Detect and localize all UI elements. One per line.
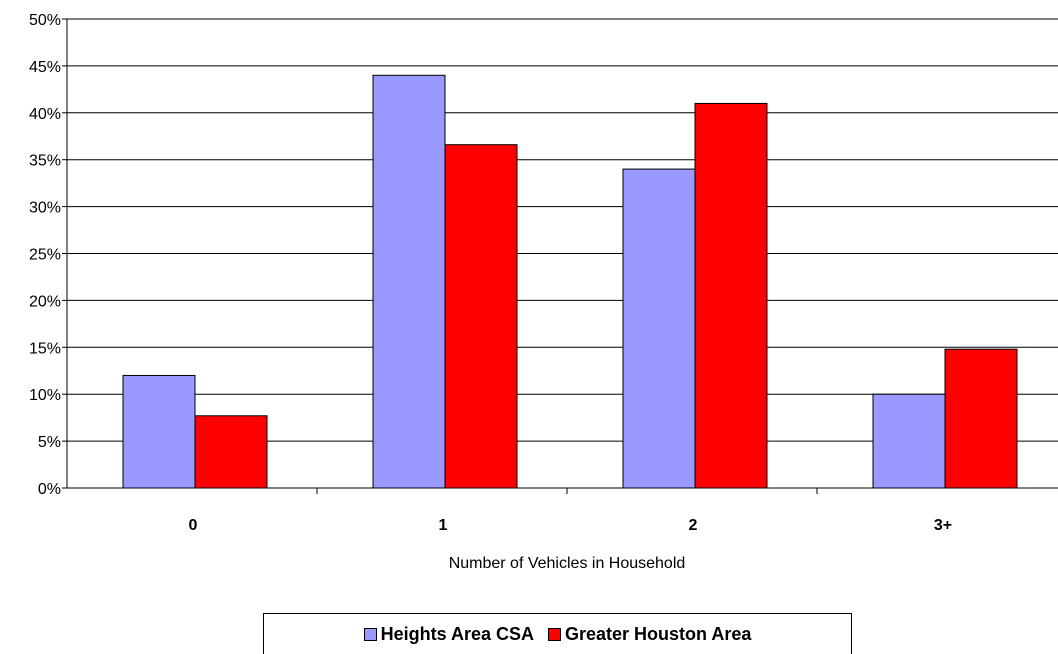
bar-heights-1 bbox=[372, 74, 446, 489]
x-category-label: 3+ bbox=[934, 517, 952, 534]
legend-label-heights: Heights Area CSA bbox=[380, 623, 534, 644]
bar-houston-3 bbox=[944, 348, 1018, 489]
legend-swatch-houston bbox=[547, 627, 561, 641]
y-tick-label: 15% bbox=[29, 340, 61, 357]
y-tick-label: 10% bbox=[29, 387, 61, 404]
bar-houston-1 bbox=[444, 144, 518, 489]
y-tick-label: 20% bbox=[29, 293, 61, 310]
x-category-label: 2 bbox=[689, 517, 698, 534]
y-tick-label: 50% bbox=[29, 12, 61, 29]
bar-houston-0 bbox=[194, 415, 268, 489]
bar-houston-2 bbox=[694, 102, 768, 489]
x-category-labels: 0 1 2 3+ bbox=[189, 517, 953, 534]
y-tick-label: 30% bbox=[29, 200, 61, 217]
legend-swatch-heights bbox=[363, 627, 377, 641]
bar-heights-2 bbox=[622, 168, 696, 489]
y-tick-label: 40% bbox=[29, 106, 61, 123]
y-tick-label: 25% bbox=[29, 247, 61, 264]
legend-item-houston: Greater Houston Area bbox=[547, 623, 752, 645]
x-axis-title: Number of Vehicles in Household bbox=[449, 555, 686, 572]
y-tick-label: 5% bbox=[38, 434, 61, 451]
y-tick-label: 35% bbox=[29, 153, 61, 170]
legend: Heights Area CSA Greater Houston Area bbox=[263, 613, 852, 654]
legend-label-houston: Greater Houston Area bbox=[564, 623, 752, 644]
y-tick-label: 0% bbox=[38, 481, 61, 498]
x-category-label: 0 bbox=[189, 517, 198, 534]
legend-item-heights: Heights Area CSA bbox=[363, 623, 534, 645]
y-tick-labels: 0% 5% 10% 15% 20% 25% 30% 35% 40% 45% 50% bbox=[29, 12, 61, 498]
y-tick-label: 45% bbox=[29, 59, 61, 76]
bars bbox=[122, 74, 1018, 489]
x-category-label: 1 bbox=[439, 517, 448, 534]
axes bbox=[66, 19, 1058, 494]
bar-heights-0 bbox=[122, 374, 196, 489]
bar-heights-3 bbox=[872, 393, 946, 489]
